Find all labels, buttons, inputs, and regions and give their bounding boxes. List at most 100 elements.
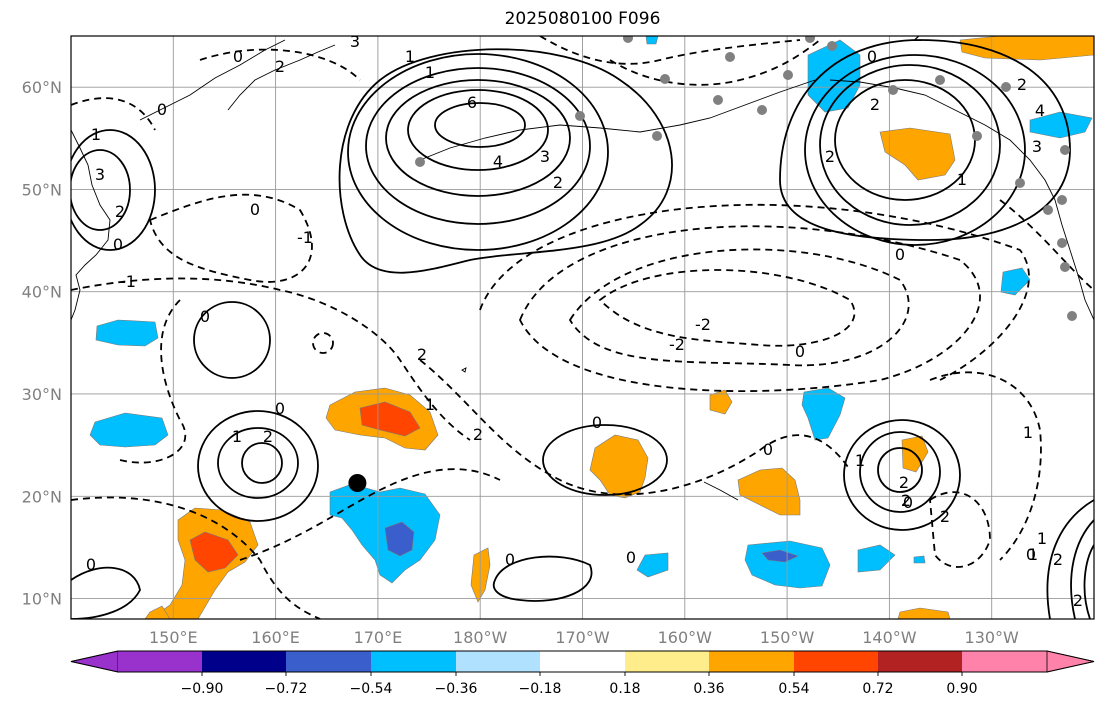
station-dot — [1060, 145, 1070, 155]
longitude-tick-labels: 150°E 160°E 170°E 180°W 170°W 160°W 150°W 140°W… — [149, 628, 1019, 647]
contour-label: 0 — [200, 307, 210, 326]
red-region-west — [189, 531, 239, 573]
contour-high-aleutian-5 — [407, 89, 549, 171]
station-dot — [660, 74, 670, 84]
contour-label: 2 — [275, 57, 285, 76]
contour-low-165e-small — [312, 332, 334, 354]
contour-label: 2 — [417, 345, 427, 364]
contour-label: 0 — [592, 413, 602, 432]
gridlines — [71, 36, 1094, 619]
coastline-aleutians — [419, 79, 816, 161]
contour-label: 1 — [425, 63, 435, 82]
contour-high-140w-2 — [859, 431, 941, 513]
contour-low-west-top — [71, 97, 156, 131]
contour-low-west-zero — [148, 193, 313, 283]
latitude-tick-labels: 10°N 20°N 30°N 40°N 50°N 60°N — [22, 78, 62, 608]
colorbar-segment — [371, 651, 456, 672]
contour-label: -1 — [120, 272, 136, 291]
orange-region-alaska-gulf — [879, 127, 956, 181]
colorbar-segment — [456, 651, 540, 672]
lon-tick-label: 150°E — [149, 628, 198, 647]
contour-label: 2 — [553, 173, 563, 192]
colorbar-extend-low — [70, 650, 119, 673]
colorbar-segment — [286, 651, 371, 672]
station-dot — [652, 131, 662, 141]
lon-tick-label: 130°W — [965, 628, 1020, 647]
station-dot — [575, 111, 585, 121]
contour-low-east-2 — [929, 491, 991, 568]
contour-label: 0 — [113, 235, 123, 254]
contour-label: 2 — [263, 427, 273, 446]
colorbar-tick-label: 0.72 — [862, 681, 893, 697]
orange-region-ne — [959, 36, 1094, 61]
contour-label: 0 — [157, 100, 167, 119]
station-dot — [725, 52, 735, 62]
lat-tick-label: 50°N — [22, 180, 62, 199]
contour-high-sw — [71, 566, 141, 619]
contour-label: 0 — [795, 342, 805, 361]
blue-region-central-core — [384, 521, 415, 557]
contour-label: 3 — [350, 32, 360, 51]
contour-label: 2 — [1053, 550, 1063, 569]
contour-low-west-1 — [119, 299, 187, 464]
colorbar-extend-high — [1046, 650, 1095, 673]
blue-region-162w-top — [645, 36, 659, 45]
map-frame — [70, 35, 1095, 620]
contour-high-se-3 — [1083, 544, 1094, 619]
contour-low-center-ring-3 — [519, 225, 981, 393]
station-dot — [623, 36, 633, 43]
contour-label: 0 — [86, 555, 96, 574]
station-dot — [972, 131, 982, 141]
contour-high-se-1 — [1046, 499, 1094, 619]
map-title: 2025080100 F096 — [504, 9, 661, 29]
contour-lines — [71, 36, 1094, 619]
marker-point — [348, 474, 367, 492]
colorbar-segment — [878, 651, 962, 672]
contour-label: 4 — [1035, 101, 1045, 120]
lat-tick-label: 60°N — [22, 78, 62, 97]
station-dot — [1067, 311, 1077, 321]
contour-low-south-1 — [419, 359, 851, 496]
contour-high-aleutian-4 — [385, 79, 571, 197]
contour-high-152e — [193, 301, 271, 379]
orange-region-165w — [589, 434, 649, 499]
colorbar-segment — [709, 651, 794, 672]
contour-label: 0 — [626, 548, 636, 567]
contour-label: 2 — [1073, 591, 1083, 610]
colorbar-segment — [118, 651, 202, 672]
contour-label: 2 — [913, 26, 923, 45]
contour-high-goa-2 — [819, 64, 1001, 226]
contour-label: 2 — [1017, 75, 1027, 94]
blue-region-central — [329, 483, 441, 584]
blue-region-163w — [636, 552, 669, 578]
contour-label: 0 — [505, 550, 515, 569]
orange-region-135w-bottom — [897, 607, 951, 619]
lon-tick-label: 180°W — [453, 628, 508, 647]
contour-low-south-2 — [239, 468, 501, 561]
contour-label: 2 — [870, 95, 880, 114]
colorbar-tick-label: −0.36 — [435, 681, 478, 697]
contour-low-ne — [999, 199, 1094, 291]
blue-region-126w — [1029, 111, 1093, 139]
blue-region-140w — [857, 544, 896, 573]
contour-low-south-3 — [71, 496, 321, 619]
blue-region-west-2 — [89, 412, 169, 448]
colorbar-tick-label: −0.72 — [265, 681, 308, 697]
contour-label: 2 — [473, 425, 483, 444]
contour-label: 2 — [940, 507, 950, 526]
station-dot — [415, 157, 425, 167]
colorbar-tick-label: −0.90 — [181, 681, 224, 697]
contour-label: 3 — [95, 165, 105, 184]
station-dot — [935, 75, 945, 85]
colorbar-segment — [202, 651, 286, 672]
colorbar-segment — [794, 651, 878, 672]
contour-label: 1 — [1037, 529, 1047, 548]
station-dot — [827, 41, 837, 51]
station-dot — [1057, 195, 1067, 205]
colorbar-segment — [962, 651, 1047, 672]
contour-high-west-2 — [71, 149, 131, 231]
blue-region-131w — [1000, 267, 1031, 296]
contour-high-178w — [492, 555, 593, 602]
contour-high-140w-3 — [843, 419, 961, 531]
